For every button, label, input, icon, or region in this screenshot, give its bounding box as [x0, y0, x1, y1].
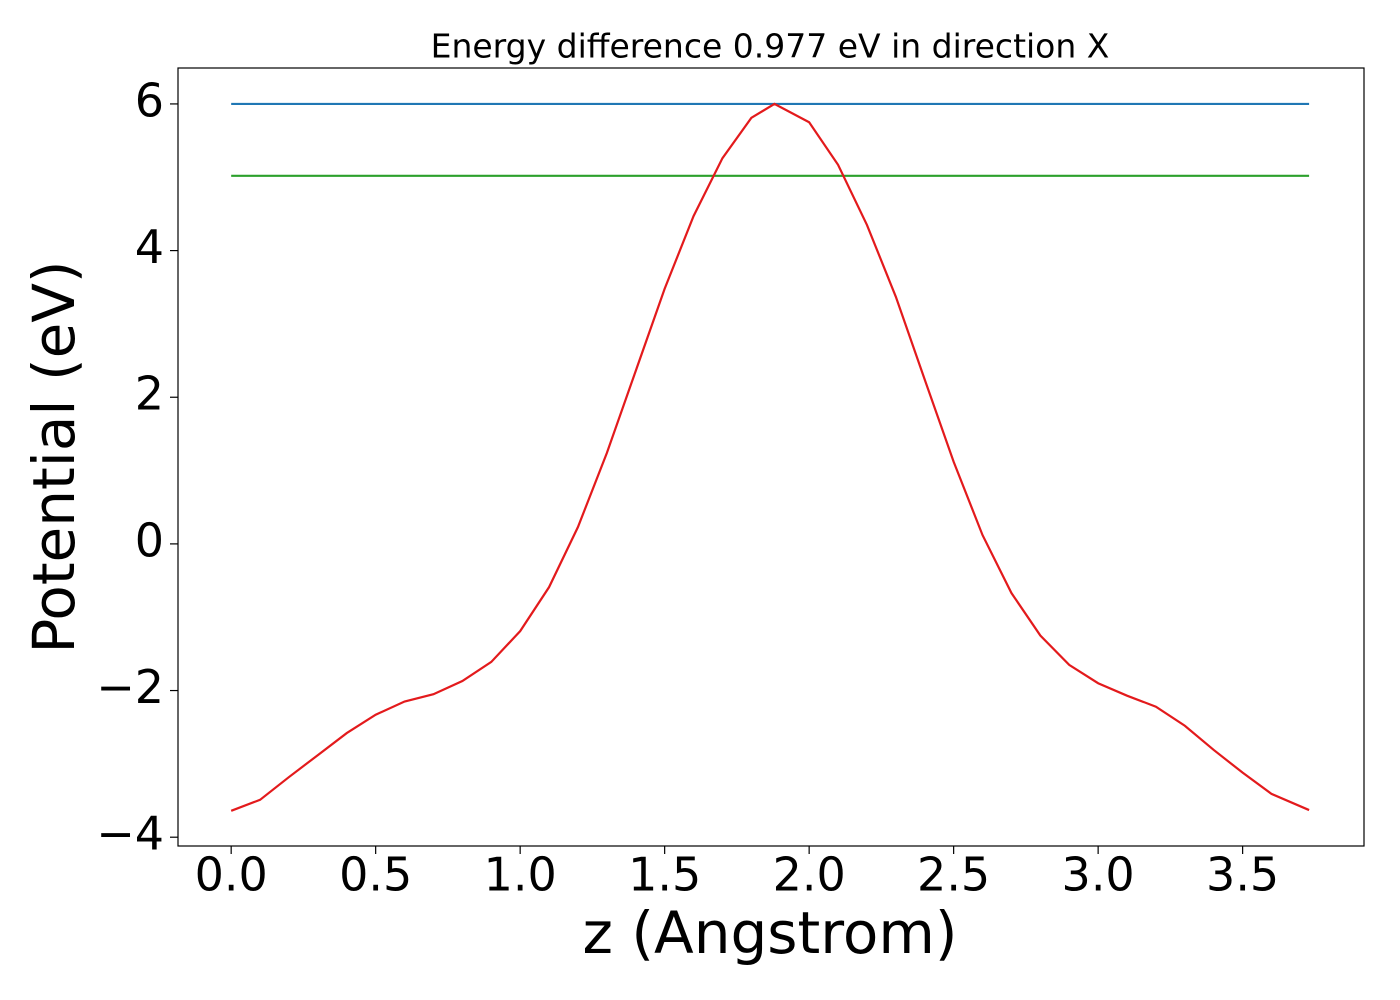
x-tick-label: 3.5	[1206, 848, 1279, 902]
y-tick-label: −2	[96, 660, 164, 714]
y-tick-label: 4	[135, 220, 164, 274]
x-tick-label: 0.0	[195, 848, 268, 902]
x-tick-label: 1.0	[484, 848, 557, 902]
x-tick-label: 3.0	[1062, 848, 1135, 902]
y-tick-label: 0	[135, 513, 164, 567]
y-tick-label: 6	[135, 73, 164, 127]
x-tick-label: 0.5	[339, 848, 412, 902]
y-axis-label: Potential (eV)	[20, 260, 88, 653]
line	[230, 102, 1310, 812]
chart-title: Energy difference 0.977 eV in direction …	[431, 27, 1110, 66]
plot-frame	[177, 67, 1365, 847]
x-tick-label: 2.5	[917, 848, 990, 902]
y-tick-label: 2	[135, 367, 164, 421]
y-tick-label: −4	[96, 807, 164, 861]
x-tick-label: 2.0	[773, 848, 846, 902]
x-axis-label: z (Angstrom)	[583, 899, 958, 967]
x-tick-label: 1.5	[628, 848, 701, 902]
